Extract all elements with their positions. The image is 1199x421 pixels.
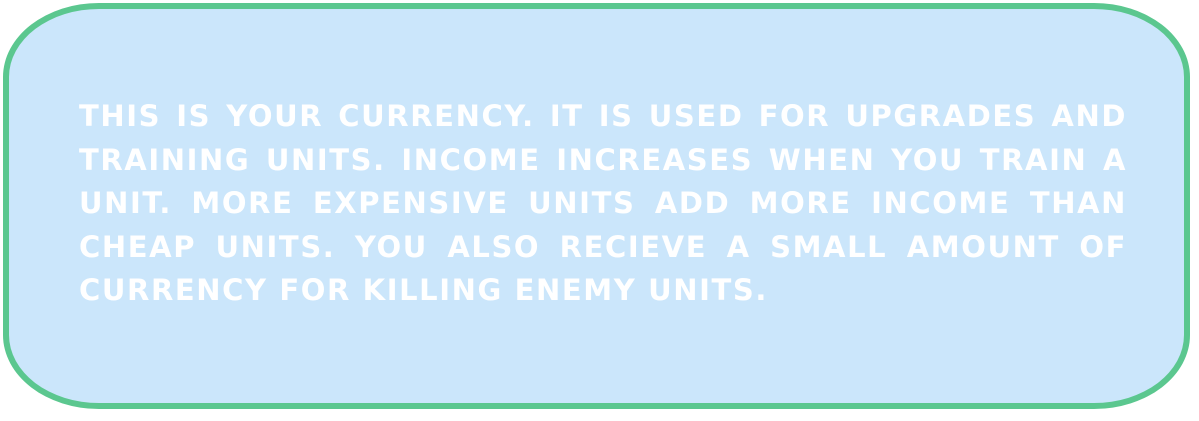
currency-tooltip-panel: This is your currency. It is used for up…	[3, 3, 1190, 409]
currency-tooltip-text: This is your currency. It is used for up…	[79, 99, 1127, 307]
